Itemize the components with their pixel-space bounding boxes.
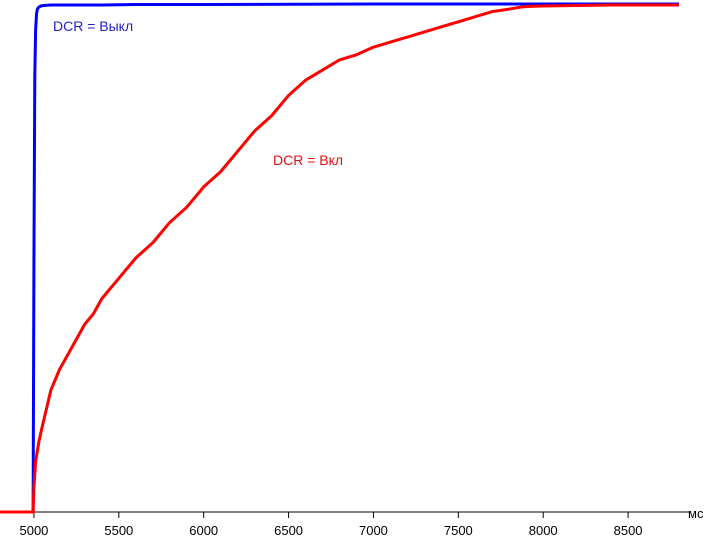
- x-tick-label-6000: 6000: [189, 523, 218, 538]
- x-tick-label-7500: 7500: [444, 523, 473, 538]
- x-tick-label-8000: 8000: [529, 523, 558, 538]
- series-line-dcr-off: [0, 2, 679, 514]
- series-label-dcr-on: DCR = Вкл: [273, 152, 343, 168]
- x-tick-label-6500: 6500: [274, 523, 303, 538]
- x-tick-label-5000: 5000: [19, 523, 48, 538]
- x-tick-label-8500: 8500: [614, 523, 643, 538]
- series-lines: [0, 2, 679, 514]
- x-axis-ticks: 5000 5500 6000 6500 7000 7500 8000 8500: [19, 512, 643, 538]
- series-label-dcr-off: DCR = Выкл: [53, 18, 133, 34]
- x-tick-label-7000: 7000: [359, 523, 388, 538]
- series-line-dcr-on: [0, 3, 679, 514]
- x-axis-unit-label: мс: [688, 506, 704, 521]
- x-tick-label-5500: 5500: [104, 523, 133, 538]
